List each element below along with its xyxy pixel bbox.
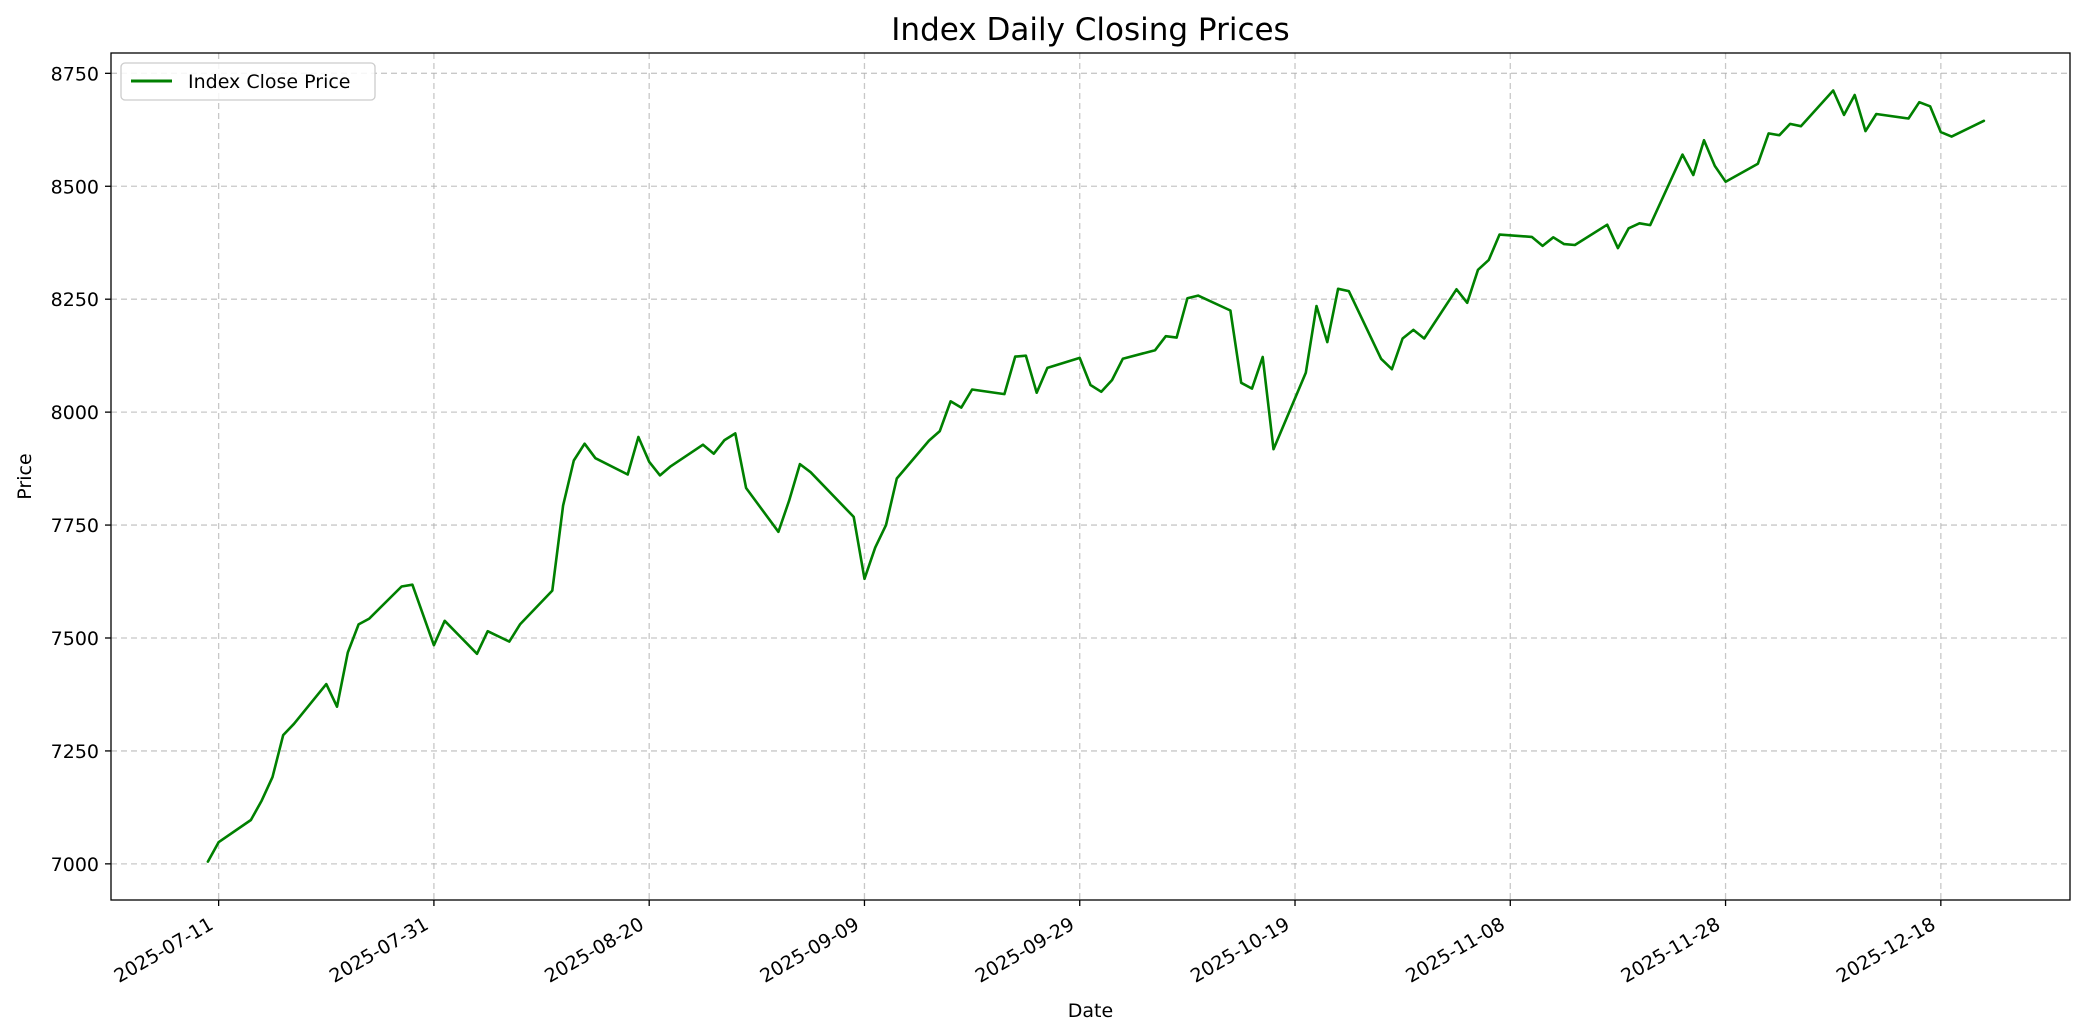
series-line-0 xyxy=(206,89,1986,863)
series-layer xyxy=(206,89,1986,863)
legend-entry-index-close-price: Index Close Price xyxy=(188,71,351,93)
y-tick-label: 7250 xyxy=(51,741,99,763)
y-tick-label: 8250 xyxy=(51,289,99,311)
y-tick-label: 7500 xyxy=(51,628,99,650)
y-tick-label: 7000 xyxy=(51,854,99,876)
legend: Index Close Price xyxy=(120,62,376,101)
y-tick-label: 8000 xyxy=(51,402,99,424)
y-tick-label: 7750 xyxy=(51,515,99,537)
y-tick-label: 8500 xyxy=(51,176,99,198)
x-axis-label: Date xyxy=(1068,1000,1113,1022)
y-axis-label: Price xyxy=(14,453,36,499)
legend-box xyxy=(120,62,376,101)
plot-area-frame xyxy=(110,52,2071,901)
y-tick-label: 8750 xyxy=(51,63,99,85)
chart-title: Index Daily Closing Prices xyxy=(891,12,1289,48)
grid xyxy=(111,53,2070,900)
